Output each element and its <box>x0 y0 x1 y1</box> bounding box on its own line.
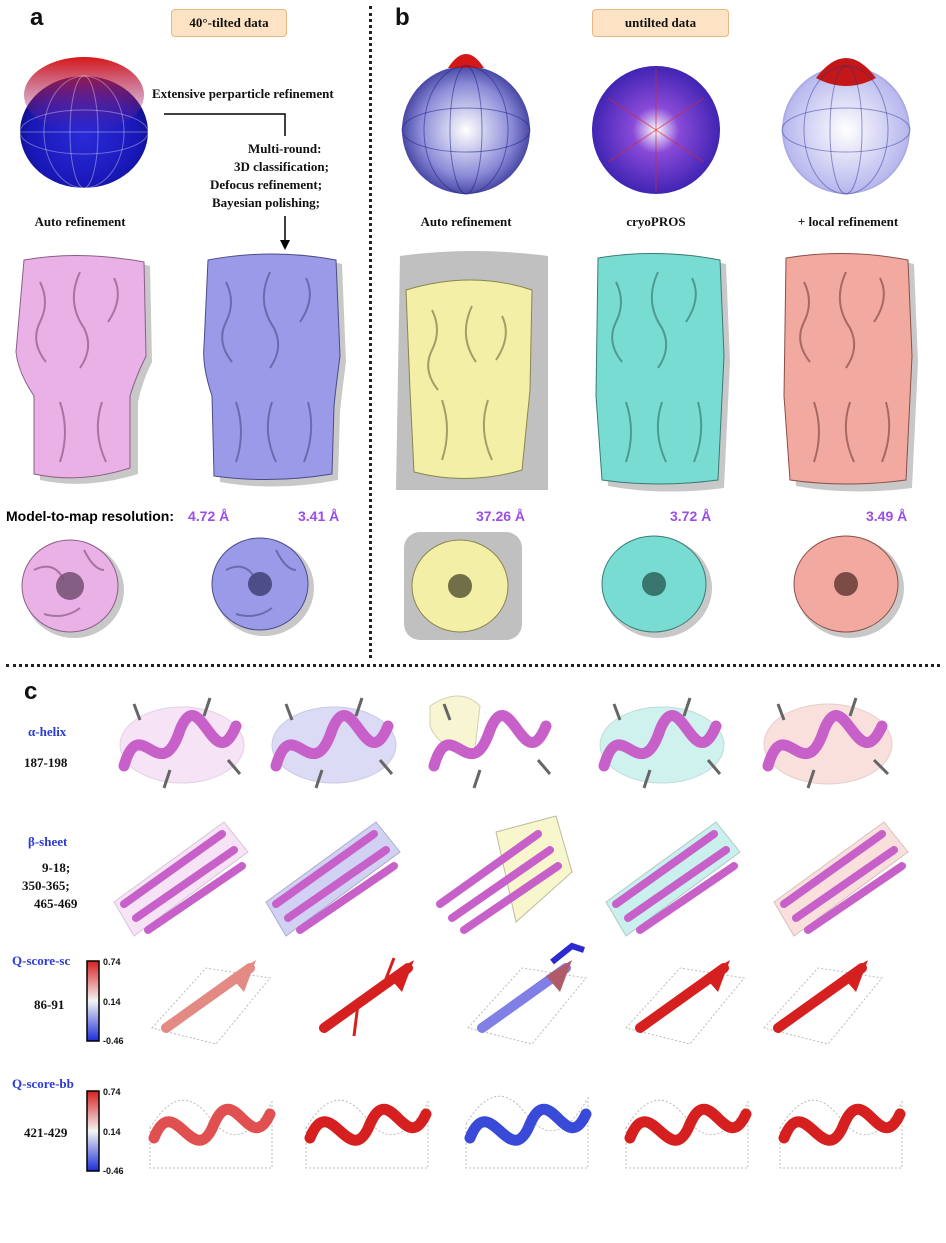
row-title-qscore-sc: Q-score-sc <box>12 953 71 968</box>
sphere-caption-b-auto: Auto refinement <box>420 214 512 229</box>
qscore-sc-auto-b <box>462 940 592 1048</box>
density-map-a-auto <box>10 252 160 492</box>
qscore-bb-local <box>770 1078 910 1178</box>
resolution-a-auto: 4.72 Å <box>188 508 230 524</box>
colorbar-sc-mid: 0.14 <box>103 997 121 1007</box>
sheet-auto-b <box>426 812 576 942</box>
qscore-sc-local <box>758 948 888 1048</box>
qscore-bb-refined-a <box>296 1078 436 1178</box>
panel-a-letter: a <box>30 4 44 31</box>
helix-cryopros <box>590 690 732 800</box>
sheet-auto-a <box>104 812 254 942</box>
workflow-step-refinement: Extensive perparticle refinement <box>152 86 334 101</box>
density-map-a-refined <box>196 252 356 492</box>
helix-local <box>754 688 900 800</box>
sphere-caption-b-local: + local refinement <box>797 214 899 229</box>
panel-b-tag: untilted data <box>592 9 729 37</box>
workflow-step-line-2: 3D classification; <box>234 159 329 174</box>
row-range-beta-sheet-3: 465-469 <box>34 896 78 911</box>
row-range-qscore-bb: 421-429 <box>24 1125 68 1140</box>
panel-b-letter: b <box>395 4 410 31</box>
row-title-qscore-bb: Q-score-bb <box>12 1076 74 1091</box>
sphere-caption-b-cryopros: cryoPROS <box>626 214 686 229</box>
top-view-a-refined <box>206 530 316 640</box>
colorbar-sc-min: -0.46 <box>103 1036 124 1046</box>
row-title-alpha-helix: α-helix <box>28 724 67 739</box>
workflow-step-line-1: Multi-round: <box>248 141 322 156</box>
qscore-sc-cryopros <box>620 948 750 1048</box>
density-map-b-local <box>774 252 924 496</box>
top-view-b-cryopros <box>594 530 716 642</box>
qscore-bb-auto-b <box>456 1074 596 1178</box>
orientation-sphere-b-auto <box>396 38 536 198</box>
orientation-sphere-b-cryopros <box>588 38 724 198</box>
colorbar-qscore-bb <box>86 1090 100 1172</box>
colorbar-bb-min: -0.46 <box>103 1166 124 1176</box>
colorbar-qscore-sc <box>86 960 100 1042</box>
colorbar-sc-max: 0.74 <box>103 957 121 967</box>
workflow-step-line-4: Bayesian polishing; <box>212 195 321 210</box>
sheet-refined-a <box>256 812 406 942</box>
panel-divider-vertical <box>369 6 372 658</box>
helix-auto-a <box>110 690 252 800</box>
sheet-cryopros <box>596 812 746 942</box>
row-range-beta-sheet-1: 9-18; <box>42 860 71 875</box>
workflow-step-line-3: Defocus refinement; <box>210 177 323 192</box>
panel-divider-horizontal <box>6 664 940 667</box>
resolution-label: Model-to-map resolution: <box>6 508 174 524</box>
panel-c-letter: c <box>24 678 38 705</box>
colorbar-bb-max: 0.74 <box>103 1087 121 1097</box>
row-title-beta-sheet: β-sheet <box>28 834 68 849</box>
sphere-caption-a: Auto refinement <box>34 214 126 229</box>
sheet-local <box>764 812 914 942</box>
row-range-alpha-helix: 187-198 <box>24 755 68 770</box>
resolution-b-local: 3.49 Å <box>866 508 908 524</box>
orientation-sphere-a <box>18 40 150 190</box>
orientation-sphere-b-local <box>776 38 916 198</box>
helix-refined-a <box>262 690 404 800</box>
qscore-bb-auto-a <box>140 1078 280 1178</box>
qscore-sc-auto-a <box>146 948 276 1048</box>
row-range-qscore-sc: 86-91 <box>34 997 65 1012</box>
top-view-b-auto <box>400 530 524 642</box>
helix-auto-b <box>420 686 566 800</box>
top-view-a-auto <box>14 530 126 642</box>
row-range-beta-sheet-2: 350-365; <box>22 878 70 893</box>
density-map-b-cryopros <box>586 252 736 496</box>
colorbar-bb-mid: 0.14 <box>103 1127 121 1137</box>
density-map-b-auto <box>392 250 552 496</box>
resolution-b-auto: 37.26 Å <box>476 508 526 524</box>
resolution-b-cryopros: 3.72 Å <box>670 508 712 524</box>
resolution-a-refined: 3.41 Å <box>298 508 340 524</box>
qscore-bb-cryopros <box>616 1078 756 1178</box>
panel-a-tag: 40°-tilted data <box>171 9 287 37</box>
qscore-sc-refined-a <box>304 948 434 1048</box>
top-view-b-local <box>786 530 910 642</box>
workflow-arrow <box>160 108 300 258</box>
